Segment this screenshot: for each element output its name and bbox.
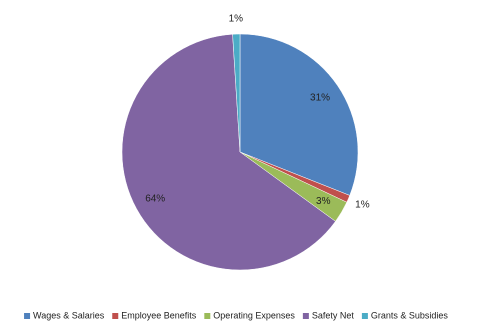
data-label: 3% <box>316 196 331 207</box>
pie: 31% 1% 3% 64% 1% <box>121 13 370 271</box>
legend-label: Wages & Salaries <box>33 310 105 320</box>
data-label: 31% <box>310 92 330 103</box>
slice <box>232 33 241 153</box>
slice <box>239 33 359 196</box>
legend-swatch <box>112 313 119 319</box>
legend-label: Safety Net <box>312 310 355 320</box>
legend-swatch <box>204 313 211 319</box>
slice <box>121 33 336 271</box>
legend-label: Operating Expenses <box>213 310 295 320</box>
data-label: 64% <box>145 193 165 204</box>
data-label: 1% <box>229 13 244 24</box>
data-label: 1% <box>355 200 370 211</box>
legend-item: Employee Benefits <box>112 310 197 320</box>
legend-swatch <box>361 313 368 319</box>
legend-swatch <box>302 313 309 319</box>
legend: Wages & Salaries Employee Benefits Operati… <box>24 310 448 320</box>
legend-item: Grants & Subsidies <box>361 310 449 320</box>
legend-swatch <box>24 313 31 319</box>
legend-item: Wages & Salaries <box>24 310 105 320</box>
legend-item: Safety Net <box>302 310 355 320</box>
legend-label: Grants & Subsidies <box>371 310 449 320</box>
legend-label: Employee Benefits <box>121 310 197 320</box>
legend-item: Operating Expenses <box>204 310 295 320</box>
